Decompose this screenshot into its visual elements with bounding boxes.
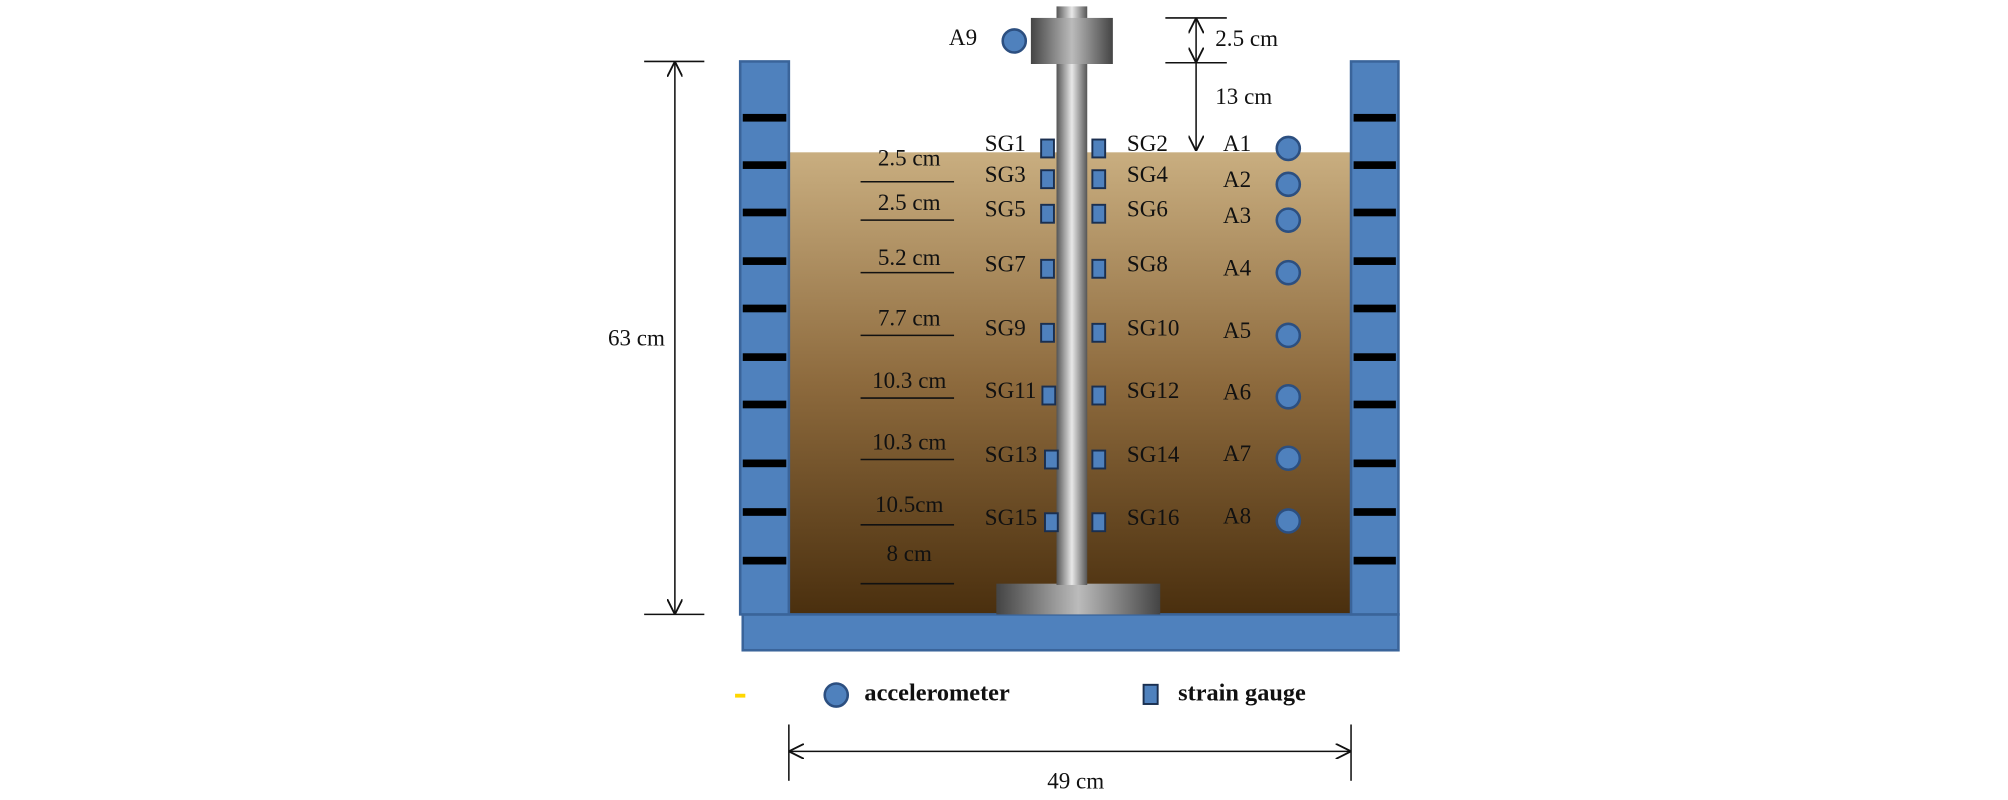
pile-cap xyxy=(1030,17,1113,65)
wall-bar xyxy=(1353,208,1396,217)
label: A9 xyxy=(949,24,977,50)
strain-gauge xyxy=(1091,449,1107,470)
wall-bar xyxy=(1353,556,1396,565)
wall-bar xyxy=(1353,161,1396,169)
wall-bar xyxy=(1353,257,1396,265)
label: SG1 xyxy=(985,130,1026,156)
label: A8 xyxy=(1223,503,1251,529)
accelerometer xyxy=(1275,508,1302,534)
wall-bar xyxy=(742,208,787,217)
label: SG8 xyxy=(1127,251,1168,277)
strain-gauge xyxy=(1091,203,1107,224)
container-base xyxy=(741,613,1400,652)
strain-gauge xyxy=(1040,322,1055,343)
strain-gauge xyxy=(1091,385,1107,406)
label: A7 xyxy=(1223,440,1251,466)
layout: A9 63 cm 2.5 cm 13 cm 49 cm acceleromete… xyxy=(608,6,1400,794)
label: SG11 xyxy=(985,377,1037,403)
layer-label: 5.2 cm xyxy=(878,244,941,270)
wall-bar xyxy=(742,508,787,516)
wall-bar xyxy=(742,459,787,468)
label: 49 cm xyxy=(1047,768,1104,794)
mark xyxy=(735,693,746,698)
strain-gauge xyxy=(1044,512,1059,533)
wall-bar xyxy=(1353,508,1396,516)
wall-bar xyxy=(742,400,787,409)
label: SG13 xyxy=(985,441,1037,467)
accelerometer-icon xyxy=(1001,28,1028,54)
wall-bar xyxy=(742,556,787,565)
label: SG16 xyxy=(1127,504,1179,530)
legend-label: accelerometer xyxy=(864,680,1010,707)
strain-gauge xyxy=(1040,203,1055,224)
pile xyxy=(1056,6,1088,585)
label: A1 xyxy=(1223,130,1251,156)
strain-gauge xyxy=(1091,322,1107,343)
label: SG15 xyxy=(985,504,1037,530)
accelerometer xyxy=(1275,384,1302,410)
accelerometer xyxy=(1275,171,1302,198)
label: A6 xyxy=(1223,379,1251,405)
label: SG4 xyxy=(1127,161,1168,187)
accelerometer xyxy=(1275,445,1302,472)
strain-gauge xyxy=(1041,385,1057,406)
wall-bar xyxy=(742,257,787,265)
wall-bar xyxy=(1353,400,1396,409)
strain-gauge xyxy=(1091,258,1107,279)
strain-gauge xyxy=(1091,169,1107,190)
label: A5 xyxy=(1223,317,1251,343)
legend-icon xyxy=(1142,683,1159,705)
accelerometer xyxy=(1275,322,1302,349)
wall-bar xyxy=(742,353,787,361)
label: A2 xyxy=(1223,166,1251,192)
label: SG5 xyxy=(985,195,1026,221)
strain-gauge xyxy=(1091,512,1107,533)
label: 63 cm xyxy=(608,325,665,351)
label: SG6 xyxy=(1127,195,1168,221)
wall-bar xyxy=(742,161,787,169)
layer-label: 10.5cm xyxy=(875,491,944,517)
label: SG12 xyxy=(1127,377,1179,403)
label: SG14 xyxy=(1127,441,1180,467)
layer-label: 2.5 cm xyxy=(878,189,941,215)
label: SG10 xyxy=(1127,315,1179,341)
pile-base xyxy=(996,583,1161,615)
layer-label: 2.5 cm xyxy=(878,144,941,170)
label: SG3 xyxy=(985,161,1026,187)
strain-gauge xyxy=(1040,169,1055,190)
wall-bar xyxy=(742,304,787,313)
right-wall xyxy=(1349,60,1400,616)
strain-gauge xyxy=(1040,138,1055,159)
wall-bar xyxy=(1353,353,1396,361)
strain-gauge xyxy=(1044,449,1059,470)
strain-gauge xyxy=(1040,258,1055,279)
label: SG7 xyxy=(985,251,1026,277)
wall-bar xyxy=(1353,113,1396,122)
accelerometer xyxy=(1275,135,1302,162)
layer-label: 10.3 cm xyxy=(872,367,946,393)
label: SG2 xyxy=(1127,130,1168,156)
strain-gauge xyxy=(1091,138,1107,159)
accelerometer xyxy=(1275,259,1302,286)
label: 2.5 cm xyxy=(1215,25,1278,51)
layer-label: 10.3 cm xyxy=(872,428,946,454)
label: A3 xyxy=(1223,202,1251,228)
wall-bar xyxy=(1353,304,1396,313)
wall-bar xyxy=(742,113,787,122)
wall-bar xyxy=(1353,459,1396,468)
accelerometer xyxy=(1275,207,1302,233)
left-wall xyxy=(738,60,791,616)
legend-icon xyxy=(823,682,850,708)
layer-label: 7.7 cm xyxy=(878,304,941,330)
layer-label: 8 cm xyxy=(887,540,933,566)
label: A4 xyxy=(1223,254,1252,280)
legend-label: strain gauge xyxy=(1178,680,1306,707)
label: SG9 xyxy=(985,315,1026,341)
label: 13 cm xyxy=(1215,83,1272,109)
